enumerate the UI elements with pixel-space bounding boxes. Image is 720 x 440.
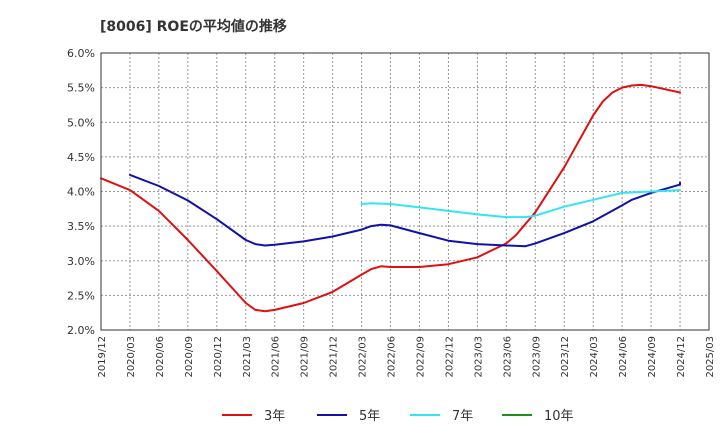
series-lines — [100, 83, 681, 313]
legend-label-5年: 5年 — [359, 409, 380, 424]
y-tick-label: 4.5% — [67, 151, 95, 164]
x-tick-label: 2023/09 — [531, 336, 542, 378]
y-tick-label: 5.5% — [67, 82, 95, 95]
x-tick-label: 2020/03 — [126, 336, 137, 378]
y-tick-label: 3.5% — [67, 220, 95, 233]
series-line-5年 — [129, 173, 681, 248]
x-tick-label: 2020/09 — [184, 336, 195, 378]
x-tick-label: 2024/03 — [589, 336, 600, 378]
x-tick-label: 2021/06 — [271, 336, 282, 378]
y-tick-label: 6.0% — [67, 47, 95, 60]
y-tick-label: 2.0% — [67, 324, 95, 337]
x-tick-label: 2024/12 — [676, 336, 687, 378]
legend-label-10年: 10年 — [544, 409, 574, 424]
y-axis-ticks: 2.0% 2.5% 3.0% 3.5% 4.0% 4.5% 5.0% 5.5% 6.0% — [67, 47, 95, 337]
x-tick-label: 2022/12 — [444, 336, 455, 378]
chart-title: [8006] ROEの平均値の推移 — [100, 18, 287, 35]
y-tick-label: 2.5% — [67, 289, 95, 302]
y-tick-label: 5.0% — [67, 116, 95, 129]
plot-frame — [100, 52, 710, 331]
y-tick-label: 3.0% — [67, 255, 95, 268]
x-tick-label: 2023/12 — [560, 336, 571, 378]
x-axis-ticks: 2019/12 2020/03 2020/06 2020/09 2020/12 2021/… — [97, 336, 716, 378]
y-tick-label: 4.0% — [67, 186, 95, 199]
x-tick-label: 2022/09 — [415, 336, 426, 378]
legend-label-3年: 3年 — [264, 409, 285, 424]
x-tick-label: 2022/03 — [358, 336, 369, 378]
x-tick-label: 2021/12 — [329, 336, 340, 378]
x-tick-label: 2021/03 — [242, 336, 253, 378]
series-line-3年 — [100, 83, 681, 313]
x-tick-label: 2019/12 — [97, 336, 108, 378]
x-tick-label: 2020/12 — [213, 336, 224, 378]
x-tick-label: 2024/06 — [618, 336, 629, 378]
x-tick-label: 2021/09 — [300, 336, 311, 378]
x-tick-label: 2020/06 — [155, 336, 166, 378]
x-tick-label: 2023/06 — [502, 336, 513, 378]
x-tick-label: 2024/09 — [647, 336, 658, 378]
legend-label-7年: 7年 — [452, 409, 473, 424]
x-tick-label: 2025/03 — [705, 336, 716, 378]
legend: 3年 5年 7年 10年 — [222, 409, 574, 424]
series-line-7年 — [360, 189, 681, 219]
x-tick-label: 2023/03 — [473, 336, 484, 378]
x-tick-label: 2022/06 — [387, 336, 398, 378]
